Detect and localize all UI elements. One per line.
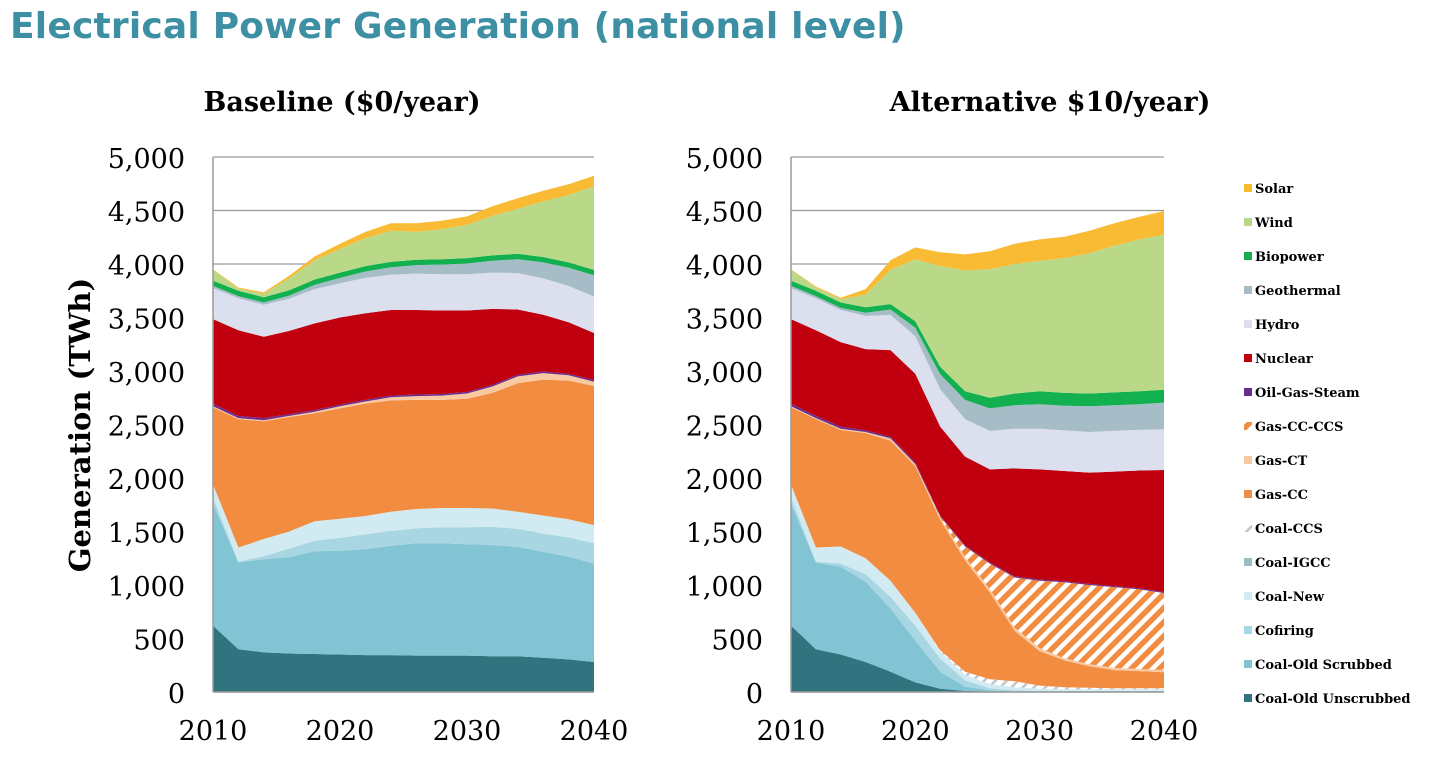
legend-swatch-solar [1244, 184, 1252, 192]
legend-label-coal-old-unscrubbed: Coal-Old Unscrubbed [1255, 692, 1411, 707]
legend-label-geothermal: Geothermal [1255, 284, 1341, 299]
legend-label-coal-ccs: Coal-CCS [1255, 522, 1323, 537]
area-hydro [213, 272, 594, 337]
area-nuclear [213, 308, 594, 419]
chart-baseline: 0 500 1,000 1,500 2,000 2,500 3,000 3,500 4,000 4… [63, 87, 628, 747]
legend-label-gas-cc: Gas-CC [1255, 488, 1308, 503]
x-tick-label: 2030 [433, 716, 502, 747]
y-tick-label: 0 [746, 679, 763, 710]
legend-label-biopower: Biopower [1255, 250, 1324, 265]
area-coal-new [213, 484, 594, 562]
area-wind [213, 186, 594, 298]
page-title: Electrical Power Generation (national le… [10, 6, 906, 47]
legend-swatch-geothermal [1244, 286, 1252, 294]
area-coal-old-scrubbed [791, 503, 1164, 692]
legend-label-wind: Wind [1254, 216, 1293, 231]
chart-title: Baseline ($0/year) [204, 87, 481, 118]
legend: Solar Wind Biopower Geothermal Hydro Nuclear O… [1244, 182, 1411, 707]
y-tick-label: 500 [711, 626, 763, 657]
area-biopower [213, 253, 594, 303]
y-tick-label: 4,000 [686, 251, 763, 282]
area-wind [791, 234, 1164, 398]
y-tick-label: 1,500 [108, 519, 185, 550]
y-tick-label: 500 [133, 626, 185, 657]
area-gas-cc-ccs [791, 406, 1164, 671]
y-tick-label: 3,500 [686, 305, 763, 336]
y-tick-label: 4,500 [686, 198, 763, 229]
y-tick-label: 2,500 [108, 412, 185, 443]
y-tick-label: 1,000 [686, 572, 763, 603]
legend-swatch-coal-ccs [1244, 524, 1252, 532]
area-cofiring [213, 497, 594, 564]
area-solar [791, 211, 1164, 300]
area-oil-gas-steam [791, 403, 1164, 593]
y-tick-label: 5,000 [108, 144, 185, 175]
y-tick-label: 4,000 [108, 251, 185, 282]
x-tick-label: 2010 [179, 716, 248, 747]
x-tick-label: 2010 [757, 716, 826, 747]
y-tick-label: 3,000 [686, 358, 763, 389]
legend-label-nuclear: Nuclear [1255, 352, 1313, 367]
legend-swatch-coal-old-scrubbed [1244, 660, 1252, 668]
area-gas-cc [213, 379, 594, 548]
chart-title: Alternative $10/year) [889, 87, 1211, 118]
legend-swatch-hydro [1244, 320, 1252, 328]
legend-label-cofiring: Cofiring [1255, 624, 1314, 639]
legend-swatch-nuclear [1244, 354, 1252, 362]
legend-label-hydro: Hydro [1255, 318, 1300, 333]
y-tick-label: 0 [168, 679, 185, 710]
y-tick-label: 2,000 [108, 465, 185, 496]
y-tick-label: 2,500 [686, 412, 763, 443]
x-tick-label: 2020 [881, 716, 950, 747]
y-tick-label: 3,500 [108, 305, 185, 336]
legend-swatch-gas-ct [1244, 456, 1252, 464]
y-axis-label: Generation (TWh) [63, 278, 97, 572]
y-tick-label: 5,000 [686, 144, 763, 175]
legend-swatch-cofiring [1244, 626, 1252, 634]
legend-swatch-coal-old-unscrubbed [1244, 694, 1252, 702]
area-geothermal [791, 285, 1164, 432]
area-gas-cc [791, 407, 1164, 689]
x-tick-label: 2040 [560, 716, 629, 747]
x-tick-label: 2030 [1005, 716, 1074, 747]
area-coal-old-unscrubbed [791, 625, 1164, 692]
area-geothermal [213, 259, 594, 305]
area-solar [213, 175, 594, 294]
legend-swatch-oil-gas-steam [1244, 388, 1252, 396]
legend-label-oil-gas-steam: Oil-Gas-Steam [1255, 386, 1360, 401]
area-biopower [791, 280, 1164, 409]
y-tick-label: 4,500 [108, 198, 185, 229]
legend-swatch-coal-igcc [1244, 558, 1252, 566]
chart-alternative: 0 500 1,000 1,500 2,000 2,500 3,000 3,500 4,000 4… [686, 87, 1211, 747]
y-tick-label: 1,000 [108, 572, 185, 603]
legend-swatch-biopower [1244, 252, 1252, 260]
area-gas-ct [213, 373, 594, 422]
legend-label-solar: Solar [1255, 182, 1293, 197]
area-nuclear [791, 319, 1164, 592]
legend-label-gas-cc-ccs: Gas-CC-CCS [1255, 420, 1343, 435]
area-oil-gas-steam [213, 371, 594, 421]
legend-label-coal-new: Coal-New [1255, 590, 1325, 605]
legend-label-gas-ct: Gas-CT [1255, 454, 1308, 469]
legend-swatch-coal-new [1244, 592, 1252, 600]
area-coal-old-scrubbed [213, 503, 594, 662]
x-tick-label: 2040 [1130, 716, 1199, 747]
x-tick-label: 2020 [306, 716, 375, 747]
area-coal-old-unscrubbed [213, 625, 594, 692]
legend-swatch-wind [1244, 218, 1252, 226]
legend-swatch-gas-cc [1244, 490, 1252, 498]
y-tick-label: 2,000 [686, 465, 763, 496]
legend-label-coal-igcc: Coal-IGCC [1255, 556, 1331, 571]
area-hydro [791, 288, 1164, 473]
legend-swatch-gas-cc-ccs [1244, 422, 1252, 430]
legend-label-coal-old-scrubbed: Coal-Old Scrubbed [1255, 658, 1392, 673]
y-tick-label: 3,000 [108, 358, 185, 389]
y-tick-label: 1,500 [686, 519, 763, 550]
